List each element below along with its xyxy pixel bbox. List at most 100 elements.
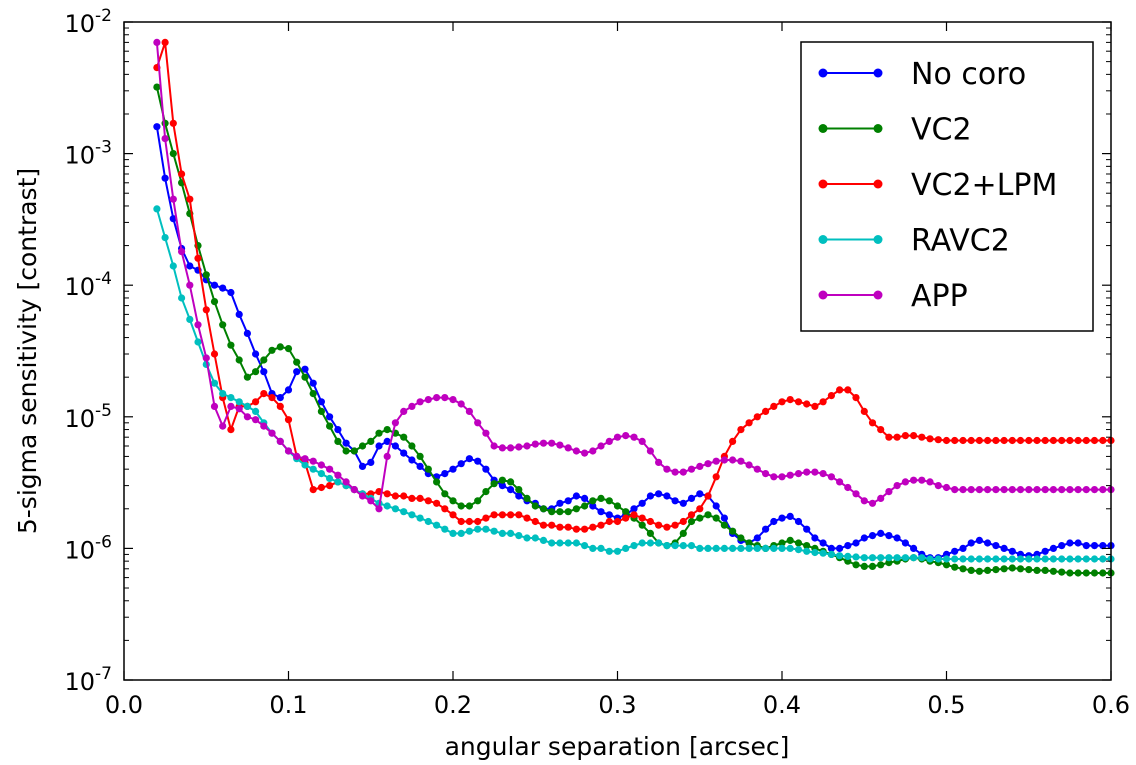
data-point: [901, 478, 910, 486]
data-point: [169, 195, 177, 203]
data-point: [342, 439, 350, 447]
data-point: [926, 555, 934, 563]
series-layer: [153, 38, 1115, 577]
data-point: [655, 539, 663, 547]
data-point: [992, 436, 1000, 445]
data-point: [671, 542, 679, 550]
data-point: [572, 492, 581, 500]
data-point: [720, 544, 729, 553]
data-point: [1008, 486, 1016, 494]
data-point: [934, 436, 942, 444]
legend-swatch-marker: [818, 179, 828, 189]
data-point: [827, 473, 836, 481]
data-point: [564, 444, 572, 452]
data-point: [375, 505, 383, 513]
data-point: [1082, 436, 1090, 445]
data-point: [877, 554, 885, 562]
data-point: [696, 505, 704, 513]
data-point: [975, 436, 984, 445]
data-point: [1058, 542, 1066, 550]
data-point: [1008, 564, 1016, 572]
data-point: [984, 539, 992, 547]
data-point: [926, 478, 934, 486]
data-point: [350, 447, 358, 455]
data-point: [836, 478, 844, 486]
data-point: [507, 486, 515, 494]
data-point: [301, 455, 309, 463]
data-point: [309, 390, 317, 398]
legend-entry: VC2: [818, 113, 972, 148]
data-point: [391, 419, 399, 427]
data-point: [465, 502, 473, 510]
data-point: [293, 358, 301, 366]
data-point: [1074, 486, 1082, 494]
data-point: [284, 345, 293, 353]
data-point: [252, 407, 260, 415]
data-point: [1074, 436, 1082, 445]
data-point: [334, 478, 342, 486]
data-point: [235, 356, 243, 364]
data-point: [416, 398, 424, 406]
data-point: [1099, 486, 1107, 494]
data-point: [893, 554, 901, 562]
data-point: [778, 398, 786, 406]
data-point: [959, 544, 967, 553]
data-point: [589, 502, 597, 510]
data-point: [252, 350, 260, 358]
legend-swatch-marker: [873, 235, 883, 244]
data-point: [507, 444, 515, 452]
data-point: [885, 488, 893, 496]
data-point: [786, 536, 794, 545]
data-point: [539, 521, 548, 529]
data-point: [161, 135, 169, 143]
data-point: [367, 497, 375, 505]
data-point: [358, 492, 367, 500]
data-point: [1025, 436, 1033, 445]
data-point: [687, 517, 696, 526]
data-point: [523, 514, 531, 522]
data-point: [375, 429, 383, 437]
data-point: [778, 544, 786, 553]
data-point: [1066, 569, 1074, 577]
data-point: [613, 517, 622, 526]
data-point: [959, 555, 967, 563]
data-point: [1090, 486, 1099, 494]
data-point: [671, 497, 679, 505]
legend-swatch-marker: [818, 124, 828, 133]
data-point: [794, 539, 803, 547]
data-point: [326, 465, 334, 473]
data-point: [934, 482, 942, 490]
data-point: [679, 499, 687, 507]
data-point: [383, 437, 391, 445]
data-point: [860, 497, 868, 505]
data-point: [210, 298, 219, 306]
series-1: [153, 83, 1115, 577]
x-axis-label: angular separation [arcsec]: [445, 732, 790, 761]
data-point: [449, 529, 457, 538]
legend-swatch-marker: [818, 235, 828, 244]
data-point: [400, 508, 408, 516]
data-point: [655, 521, 663, 529]
data-point: [951, 547, 959, 555]
legend-swatch-marker: [818, 68, 828, 78]
data-point: [622, 514, 630, 522]
data-point: [358, 442, 367, 450]
data-point: [942, 436, 951, 445]
data-point: [465, 407, 473, 415]
data-point: [589, 447, 597, 455]
data-point: [704, 511, 712, 519]
data-point: [1066, 436, 1074, 445]
data-point: [613, 547, 622, 555]
data-point: [581, 525, 589, 533]
data-point: [737, 544, 745, 553]
y-tick-label: 10-7: [65, 664, 113, 696]
data-point: [235, 405, 243, 413]
data-point: [523, 534, 531, 542]
data-point: [556, 508, 564, 516]
data-point: [794, 546, 803, 554]
data-point: [465, 527, 473, 535]
data-point: [893, 482, 901, 490]
data-point: [400, 407, 408, 415]
data-point: [169, 119, 177, 127]
